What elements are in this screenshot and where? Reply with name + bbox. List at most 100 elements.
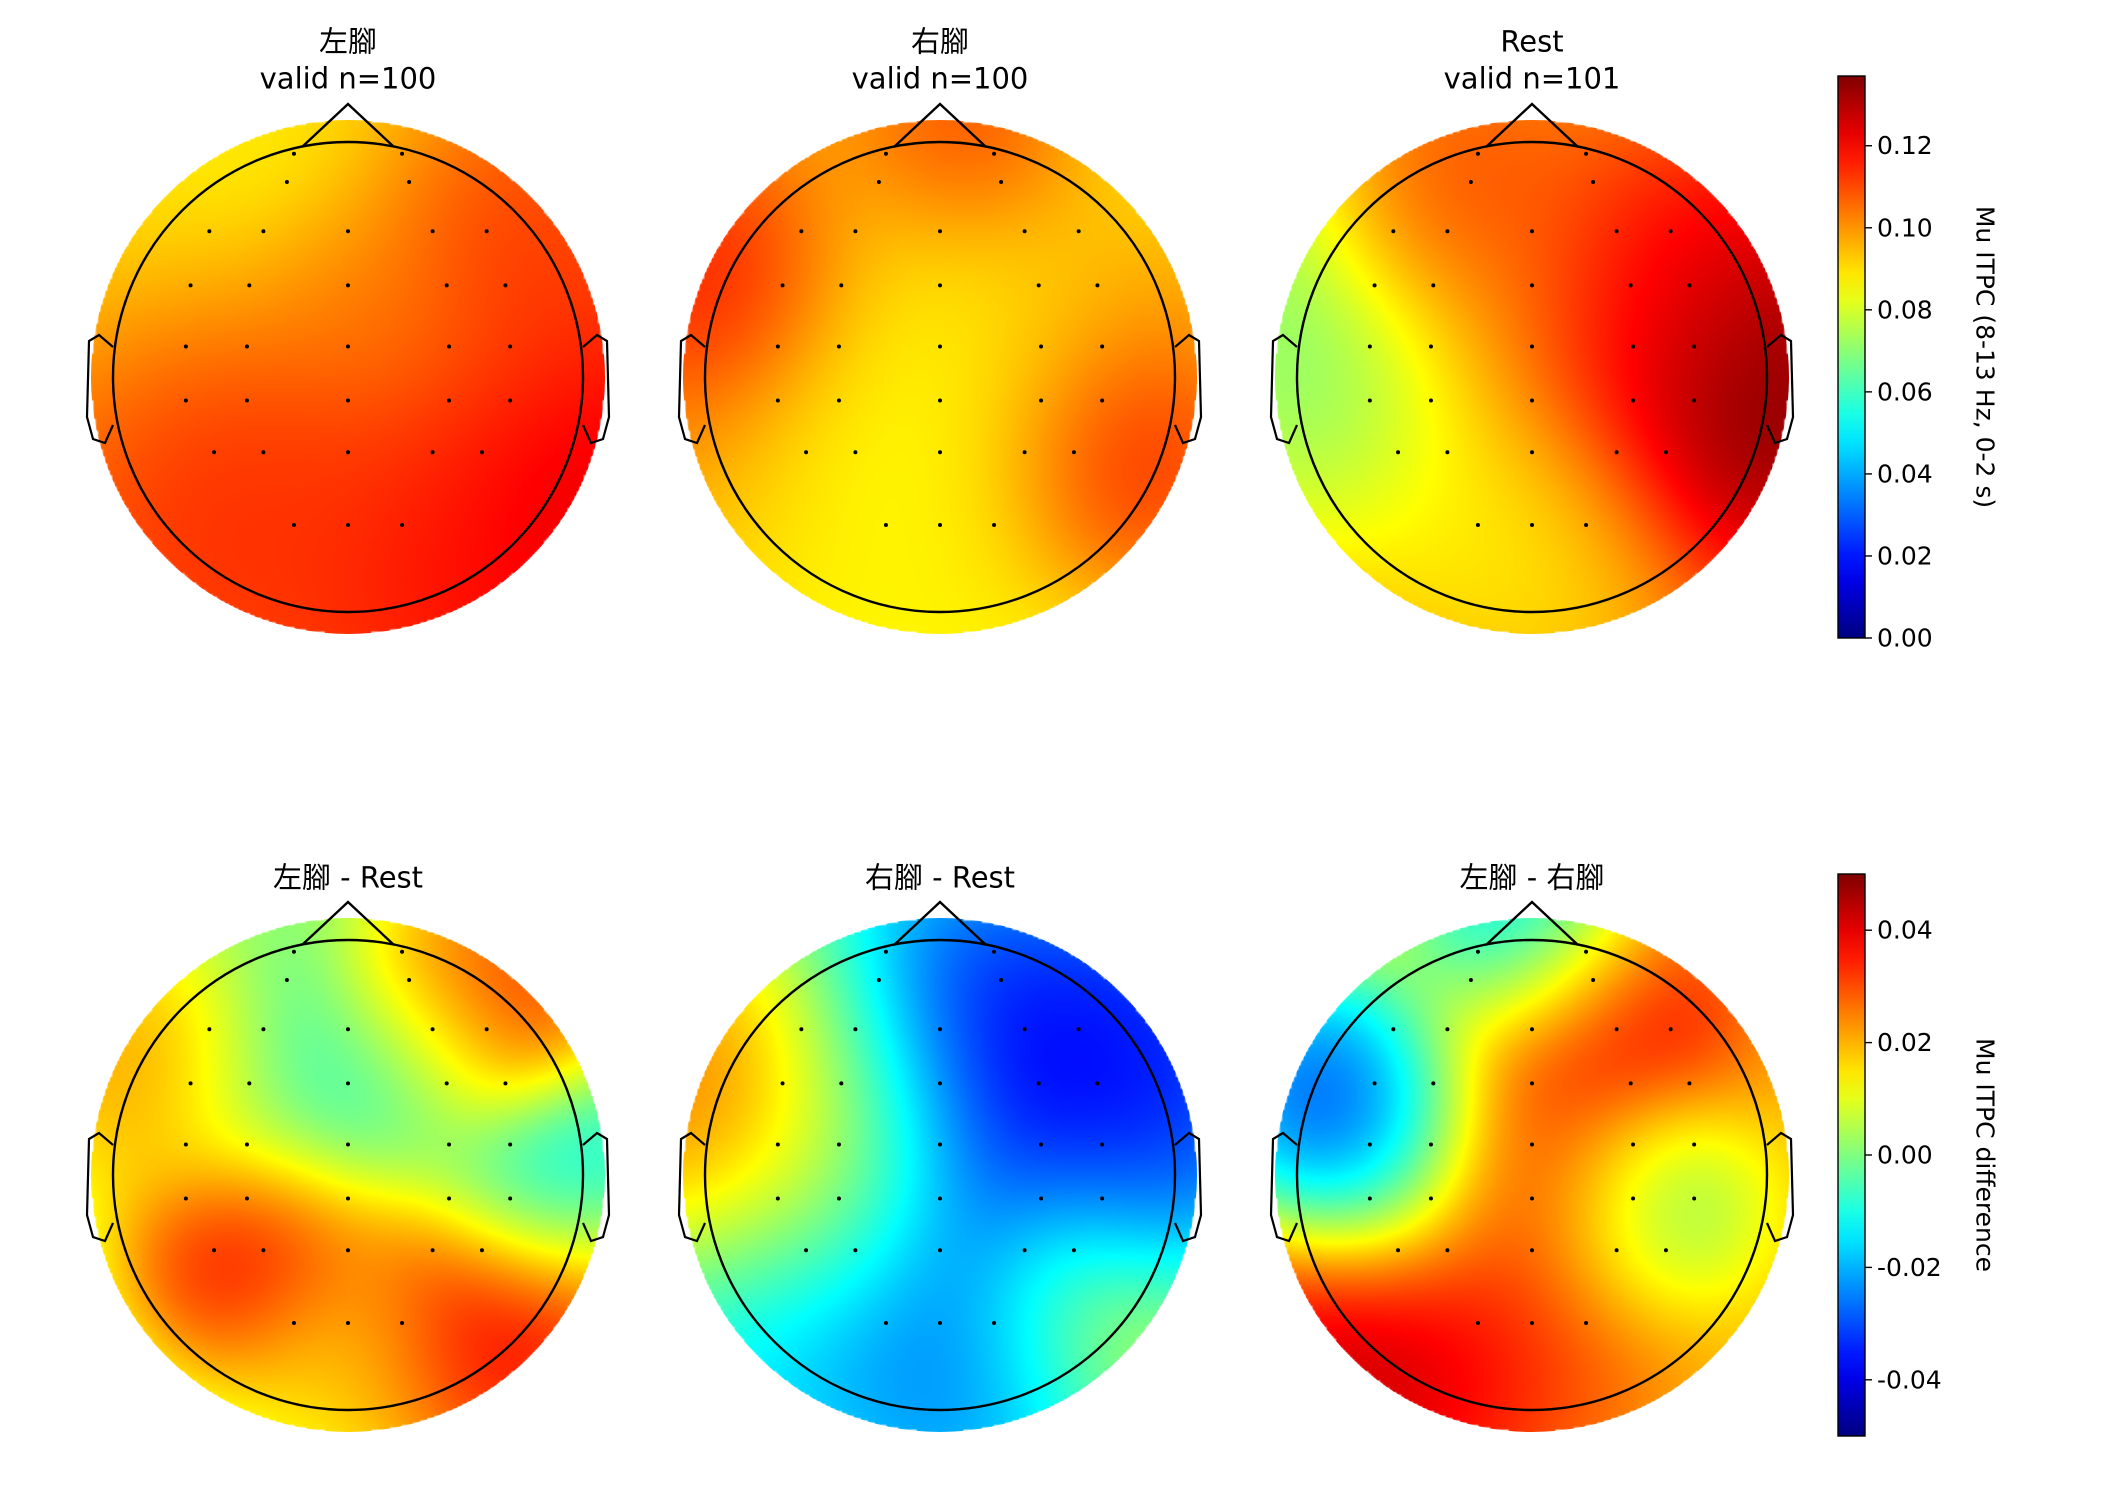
sensor-dot (1663, 450, 1668, 455)
sensor-dot (1396, 1248, 1401, 1253)
left-ear-outline (677, 333, 707, 445)
nose-outline (893, 900, 987, 946)
sensor-dot (1631, 398, 1636, 403)
sensor-dot (1071, 1248, 1076, 1253)
sensor-dot (1475, 151, 1480, 156)
sensor-dot (1095, 283, 1100, 288)
sensor-dot (1022, 1248, 1027, 1253)
sensor-dot (1445, 1027, 1450, 1032)
sensor-dot (261, 450, 266, 455)
sensor-dot (244, 1142, 249, 1147)
sensor-dot (1100, 1142, 1105, 1147)
head-outline (111, 938, 585, 1412)
sensor-dot (430, 1248, 435, 1253)
sensor-dot (1530, 1142, 1534, 1147)
sensor-dot (244, 398, 249, 403)
colorbar-tick-label: -0.04 (1877, 1365, 1942, 1394)
sensor-markers (1367, 949, 1697, 1326)
sensor-dot (1687, 1081, 1692, 1086)
colorbar-gradient (1837, 873, 1866, 1437)
sensor-dot (938, 523, 942, 528)
colorbar-gradient (1837, 75, 1866, 639)
sensor-dot (1431, 283, 1436, 288)
sensor-dot (1022, 450, 1027, 455)
sensor-dot (775, 1196, 780, 1201)
topomap-title: Rest (1500, 25, 1563, 59)
sensor-dot (400, 1321, 405, 1326)
sensor-dot (346, 1321, 350, 1326)
sensor-dot (1071, 450, 1076, 455)
colorbar-tick-label: 0.00 (1877, 624, 1933, 653)
sensor-dot (244, 1196, 249, 1201)
sensor-dot (799, 1027, 804, 1032)
sensor-dot (1530, 523, 1534, 528)
sensor-dot (1391, 229, 1396, 234)
sensor-dot (876, 179, 881, 184)
sensor-dot (938, 283, 942, 288)
colorbar-itpc: 0.00 0.02 0.04 0.06 0.08 0.10 0.12 Mu ITPC (8-1… (1837, 75, 2000, 653)
left-ear-outline (85, 333, 115, 445)
sensor-dot (883, 949, 888, 954)
colorbars-layer: 0.00 0.02 0.04 0.06 0.08 0.10 0.12 Mu ITPC (8-1… (1837, 75, 2000, 1437)
sensor-dot (775, 1142, 780, 1147)
sensor-dot (1100, 398, 1105, 403)
sensor-dot (1372, 283, 1377, 288)
sensor-dot (1530, 450, 1534, 455)
sensor-dot (938, 1196, 942, 1201)
sensor-dot (207, 1027, 212, 1032)
topomap-heatmap (91, 120, 605, 634)
sensor-dot (284, 179, 289, 184)
colorbar-tick-label: 0.12 (1877, 131, 1933, 160)
sensor-dot (479, 450, 484, 455)
sensor-dot (938, 229, 942, 234)
sensor-dot (1668, 229, 1673, 234)
sensor-dot (1039, 1196, 1044, 1201)
topomap-subtitle: valid n=100 (852, 62, 1029, 96)
sensor-dot (484, 1027, 489, 1032)
sensor-dot (839, 283, 844, 288)
sensor-dot (853, 450, 858, 455)
sensor-dot (1100, 344, 1105, 349)
sensor-dot (188, 1081, 193, 1086)
sensor-dot (1687, 283, 1692, 288)
sensor-dot (1367, 1142, 1372, 1147)
sensor-dot (804, 1248, 809, 1253)
sensor-dot (775, 344, 780, 349)
sensor-dot (1100, 1196, 1105, 1201)
left-ear-outline (677, 1131, 707, 1243)
nose-outline (893, 102, 987, 148)
sensor-dot (853, 1248, 858, 1253)
sensor-markers (775, 151, 1105, 528)
topomap-heatmap (683, 120, 1197, 634)
sensor-dot (938, 1142, 942, 1147)
sensor-dot (400, 949, 405, 954)
sensor-dot (346, 1248, 350, 1253)
sensor-dot (188, 283, 193, 288)
sensor-dot (346, 229, 350, 234)
sensor-dot (183, 344, 188, 349)
topomap-heatmap (1275, 918, 1789, 1432)
sensor-dot (1584, 949, 1589, 954)
head-outline (1295, 140, 1769, 614)
nose-outline (301, 900, 395, 946)
topomap-left-minus-rest: 左腳 - Rest (85, 861, 611, 1432)
sensor-dot (447, 1142, 452, 1147)
sensor-dot (1428, 1142, 1433, 1147)
sensor-dot (508, 398, 513, 403)
sensor-dot (183, 1142, 188, 1147)
topomap-title: 右腳 - Rest (865, 861, 1015, 895)
sensor-dot (992, 523, 997, 528)
sensor-dot (836, 1196, 841, 1201)
sensor-dot (999, 977, 1004, 982)
sensor-dot (430, 229, 435, 234)
topomap-subtitle: valid n=101 (1444, 62, 1621, 96)
sensor-dot (207, 229, 212, 234)
sensor-dot (1692, 344, 1697, 349)
sensor-dot (1475, 1321, 1480, 1326)
sensor-dot (775, 398, 780, 403)
sensor-dot (938, 1321, 942, 1326)
sensor-dot (444, 1081, 449, 1086)
sensor-dot (479, 1248, 484, 1253)
head-outline (1295, 938, 1769, 1412)
